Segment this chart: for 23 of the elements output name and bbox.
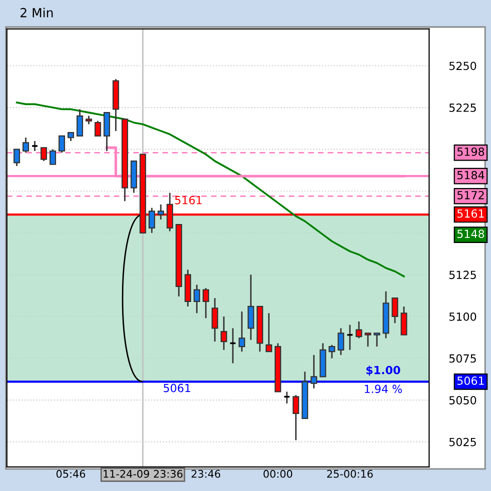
text: 5061	[457, 376, 484, 385]
y-tick-label: 5075	[449, 354, 476, 363]
x-tick-label: 11-24-09 23:36	[104, 470, 182, 478]
x-tick-label: 25-00:16	[327, 470, 373, 478]
text: 5161	[457, 209, 484, 218]
annotation: $1.00	[366, 366, 400, 376]
ref-line-label: 5061	[164, 384, 190, 392]
text: 5148	[457, 230, 484, 238]
y-tick-label: 5125	[449, 270, 476, 280]
y-tick-label: 5225	[449, 104, 476, 112]
annotation: 1.94 %	[364, 384, 402, 394]
y-tick-label: 5100	[449, 312, 476, 321]
x-tick-label: 00:00	[264, 470, 292, 478]
ref-line-label: 5198	[457, 147, 484, 156]
ref-line-label: 5184	[457, 170, 484, 180]
ref-line-label: 5161	[175, 196, 202, 204]
y-tick-label: 5050	[449, 396, 476, 404]
chart-title: 2 Min	[20, 8, 53, 18]
x-tick-label: 23:46	[192, 470, 220, 478]
ref-line-label: 5172	[457, 190, 484, 200]
y-tick-label: 5025	[449, 438, 476, 446]
x-tick-label: 05:46	[56, 470, 86, 478]
y-tick-label: 5250	[449, 62, 476, 70]
